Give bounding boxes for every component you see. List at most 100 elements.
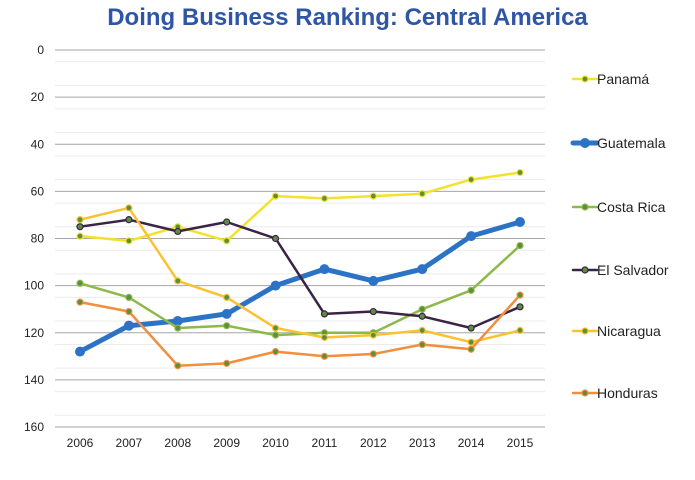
data-point	[271, 192, 280, 200]
data-point	[368, 275, 379, 286]
data-point	[223, 359, 231, 367]
y-tick-label: 0	[37, 43, 44, 57]
legend-swatch-marker	[580, 138, 590, 148]
data-point	[319, 264, 330, 275]
data-point	[516, 326, 524, 334]
data-point	[467, 324, 475, 332]
data-point	[223, 237, 231, 245]
series-5	[76, 291, 524, 370]
legend-label: Honduras	[597, 385, 658, 401]
series-line	[78, 171, 522, 243]
x-tick-label: 2010	[262, 436, 289, 450]
data-point	[76, 216, 84, 224]
data-point	[320, 333, 329, 342]
y-tick-label: 100	[24, 279, 44, 293]
data-point	[76, 232, 84, 240]
series-4	[76, 204, 524, 346]
data-point	[271, 234, 280, 243]
data-point	[125, 307, 133, 316]
data-point	[223, 322, 231, 330]
legend-swatch-marker	[581, 75, 589, 83]
series-0	[76, 168, 524, 245]
data-point	[123, 320, 134, 331]
data-point	[369, 192, 377, 200]
data-point	[369, 350, 377, 358]
data-point	[125, 237, 133, 245]
y-tick-label: 40	[31, 137, 45, 151]
data-point	[417, 264, 428, 275]
series-lines	[75, 168, 525, 370]
legend-swatch-marker	[581, 266, 589, 274]
series-line	[78, 293, 522, 367]
data-point	[271, 324, 280, 332]
x-tick-label: 2014	[458, 436, 485, 450]
data-point	[271, 331, 280, 339]
x-tick-label: 2011	[312, 436, 338, 450]
data-point	[418, 312, 426, 320]
data-point	[76, 279, 84, 287]
x-tick-label: 2008	[164, 436, 191, 450]
data-point	[467, 345, 475, 353]
data-point	[125, 216, 133, 224]
y-axis-ticks: 0 20 40 60 80 100 120 140 160	[24, 43, 44, 434]
x-tick-label: 2006	[67, 436, 94, 450]
data-point	[174, 227, 182, 236]
data-point	[270, 280, 281, 291]
data-point	[467, 338, 475, 346]
data-point	[125, 204, 133, 212]
legend-swatch-marker	[581, 327, 589, 335]
data-point	[271, 348, 280, 356]
data-point	[467, 175, 475, 184]
data-point	[223, 293, 231, 302]
x-axis-ticks: 2006 2007 2008 2009 2010 2011 2012 2013 2014 2015	[67, 436, 534, 450]
data-point	[76, 298, 84, 306]
legend: Panamá Guatemala Costa Rica El Salvador Nica…	[570, 71, 669, 401]
legend-item: Nicaragua	[571, 323, 661, 339]
x-tick-label: 2015	[507, 436, 534, 450]
legend-item: Guatemala	[570, 135, 666, 151]
data-point	[418, 305, 426, 313]
legend-label: Costa Rica	[597, 199, 666, 215]
data-point	[516, 168, 524, 177]
data-point	[172, 315, 183, 326]
data-point	[174, 362, 182, 370]
data-point	[516, 241, 524, 250]
data-point	[320, 194, 329, 203]
legend-label: El Salvador	[597, 262, 669, 278]
data-point	[174, 277, 182, 285]
data-point	[418, 326, 426, 334]
x-tick-label: 2013	[409, 436, 436, 450]
legend-item: El Salvador	[571, 262, 669, 278]
y-tick-label: 120	[24, 326, 44, 340]
data-point	[75, 346, 85, 357]
series-line	[78, 206, 522, 344]
data-point	[369, 307, 377, 316]
legend-item: Panamá	[571, 71, 649, 87]
y-tick-label: 160	[24, 420, 44, 434]
data-point	[418, 340, 426, 349]
legend-label: Panamá	[597, 71, 649, 87]
data-point	[174, 324, 182, 332]
legend-swatch-marker	[581, 389, 589, 397]
x-tick-label: 2009	[213, 436, 240, 450]
data-point	[516, 291, 524, 299]
data-point	[320, 310, 329, 318]
y-tick-label: 80	[31, 232, 45, 246]
legend-label: Nicaragua	[597, 323, 661, 339]
x-tick-label: 2007	[116, 436, 143, 450]
data-point	[515, 217, 525, 228]
x-tick-label: 2012	[360, 436, 387, 450]
legend-label: Guatemala	[597, 135, 666, 151]
y-tick-label: 140	[24, 373, 44, 387]
data-point	[125, 293, 133, 302]
data-point	[418, 190, 426, 198]
data-point	[467, 286, 475, 294]
y-tick-label: 60	[31, 184, 45, 198]
data-point	[320, 352, 329, 360]
data-point	[369, 331, 377, 339]
data-point	[223, 218, 231, 226]
y-tick-label: 20	[31, 90, 45, 104]
gridlines	[55, 49, 545, 428]
legend-item: Honduras	[571, 385, 658, 401]
